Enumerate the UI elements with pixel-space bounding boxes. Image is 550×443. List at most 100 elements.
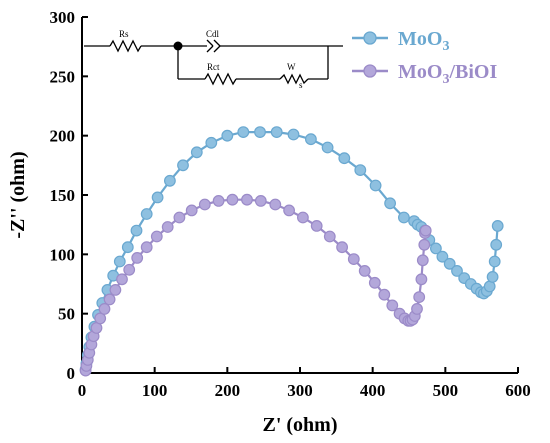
data-point xyxy=(490,238,503,251)
data-point xyxy=(321,141,334,154)
legend-marker-moo3 xyxy=(363,31,377,45)
data-point xyxy=(415,273,428,286)
data-point xyxy=(212,194,225,207)
legend-item-moo3: MoO3 xyxy=(352,28,449,54)
x-tick-label: 600 xyxy=(505,381,531,400)
data-point xyxy=(254,126,266,139)
y-tick-label: 200 xyxy=(50,127,76,146)
data-point xyxy=(443,257,456,270)
data-point xyxy=(430,242,442,255)
data-point xyxy=(177,159,189,172)
x-tick-label: 300 xyxy=(287,381,313,400)
legend: MoO3 MoO3/BiOI xyxy=(352,28,497,87)
data-point xyxy=(254,194,267,207)
data-point xyxy=(226,193,239,206)
data-point xyxy=(151,191,164,204)
data-point xyxy=(378,288,391,301)
x-tick-label: 0 xyxy=(78,381,87,400)
x-axis-tick-labels: 0 100 200 300 400 500 600 xyxy=(78,381,531,400)
equivalent-circuit xyxy=(84,39,343,86)
cdl-label: Cdl xyxy=(206,29,220,39)
data-point xyxy=(198,198,211,211)
data-point xyxy=(488,255,501,268)
data-point xyxy=(347,253,360,266)
cdl-plate-2 xyxy=(213,39,221,47)
legend-label-moo3: MoO3 xyxy=(398,28,449,54)
data-point xyxy=(386,299,399,312)
warburg-element xyxy=(279,73,309,85)
x-tick-label: 400 xyxy=(360,381,386,400)
data-point xyxy=(297,211,309,224)
data-point xyxy=(241,193,253,206)
legend-marker-moo3-bioi xyxy=(363,64,377,78)
data-point xyxy=(94,312,107,325)
data-point xyxy=(398,211,410,224)
y-axis-title: -Z'' (ohm) xyxy=(7,151,29,238)
data-point xyxy=(113,255,126,268)
data-point xyxy=(121,241,134,254)
data-point xyxy=(283,204,296,217)
data-point xyxy=(369,179,382,192)
data-point xyxy=(116,273,128,286)
series-1 xyxy=(79,193,432,377)
series-group xyxy=(79,126,504,377)
data-point xyxy=(491,219,504,232)
x-tick-label: 100 xyxy=(142,381,168,400)
data-point xyxy=(237,126,250,139)
data-point xyxy=(436,250,449,263)
data-point xyxy=(173,211,186,224)
data-point xyxy=(109,284,122,296)
w-label-main: W xyxy=(287,62,296,72)
data-point xyxy=(131,251,144,264)
y-axis-tick-labels: 0 50 100 150 200 250 300 xyxy=(50,8,76,383)
rs-resistor xyxy=(109,39,142,53)
legend-label-moo3-bioi: MoO3/BiOI xyxy=(398,61,497,87)
y-tick-label: 150 xyxy=(50,186,76,205)
rs-label: Rs xyxy=(119,29,129,39)
data-point xyxy=(354,164,367,177)
data-point xyxy=(416,254,429,267)
data-point xyxy=(190,146,203,159)
data-point xyxy=(451,265,463,277)
data-point xyxy=(486,271,499,283)
data-point xyxy=(163,174,176,187)
data-point xyxy=(368,276,381,289)
x-tick-label: 200 xyxy=(215,381,241,400)
data-point xyxy=(270,126,283,139)
x-axis-title: Z' (ohm) xyxy=(263,414,338,436)
data-point xyxy=(140,241,153,254)
data-point xyxy=(130,224,143,237)
data-point xyxy=(323,230,336,243)
rct-label: Rct xyxy=(207,62,220,72)
y-tick-label: 250 xyxy=(50,67,76,86)
data-point xyxy=(205,136,218,149)
data-point xyxy=(98,303,111,315)
cdl-plate-1 xyxy=(206,39,214,47)
data-point xyxy=(413,291,426,304)
cdl-plate-2b xyxy=(213,45,221,53)
legend-item-moo3-bioi: MoO3/BiOI xyxy=(352,61,497,87)
y-tick-label: 0 xyxy=(67,364,76,383)
y-tick-label: 50 xyxy=(58,305,75,324)
data-point xyxy=(287,128,300,141)
data-point xyxy=(269,198,282,211)
data-point xyxy=(221,129,234,142)
data-point xyxy=(305,133,317,146)
x-tick-label: 500 xyxy=(433,381,459,400)
w-label: W xyxy=(287,62,296,72)
data-point xyxy=(336,241,349,254)
data-point xyxy=(140,208,153,220)
y-tick-label: 100 xyxy=(50,245,76,264)
data-point xyxy=(411,303,423,315)
data-point xyxy=(103,293,116,306)
data-point xyxy=(418,238,431,251)
data-point xyxy=(419,224,432,237)
rct-resistor xyxy=(204,72,237,86)
data-point xyxy=(161,221,174,233)
cdl-plate-1b xyxy=(206,45,214,53)
w-sub-label: s xyxy=(299,80,303,90)
data-point xyxy=(123,263,136,276)
data-point xyxy=(358,265,371,277)
data-point xyxy=(384,197,397,210)
